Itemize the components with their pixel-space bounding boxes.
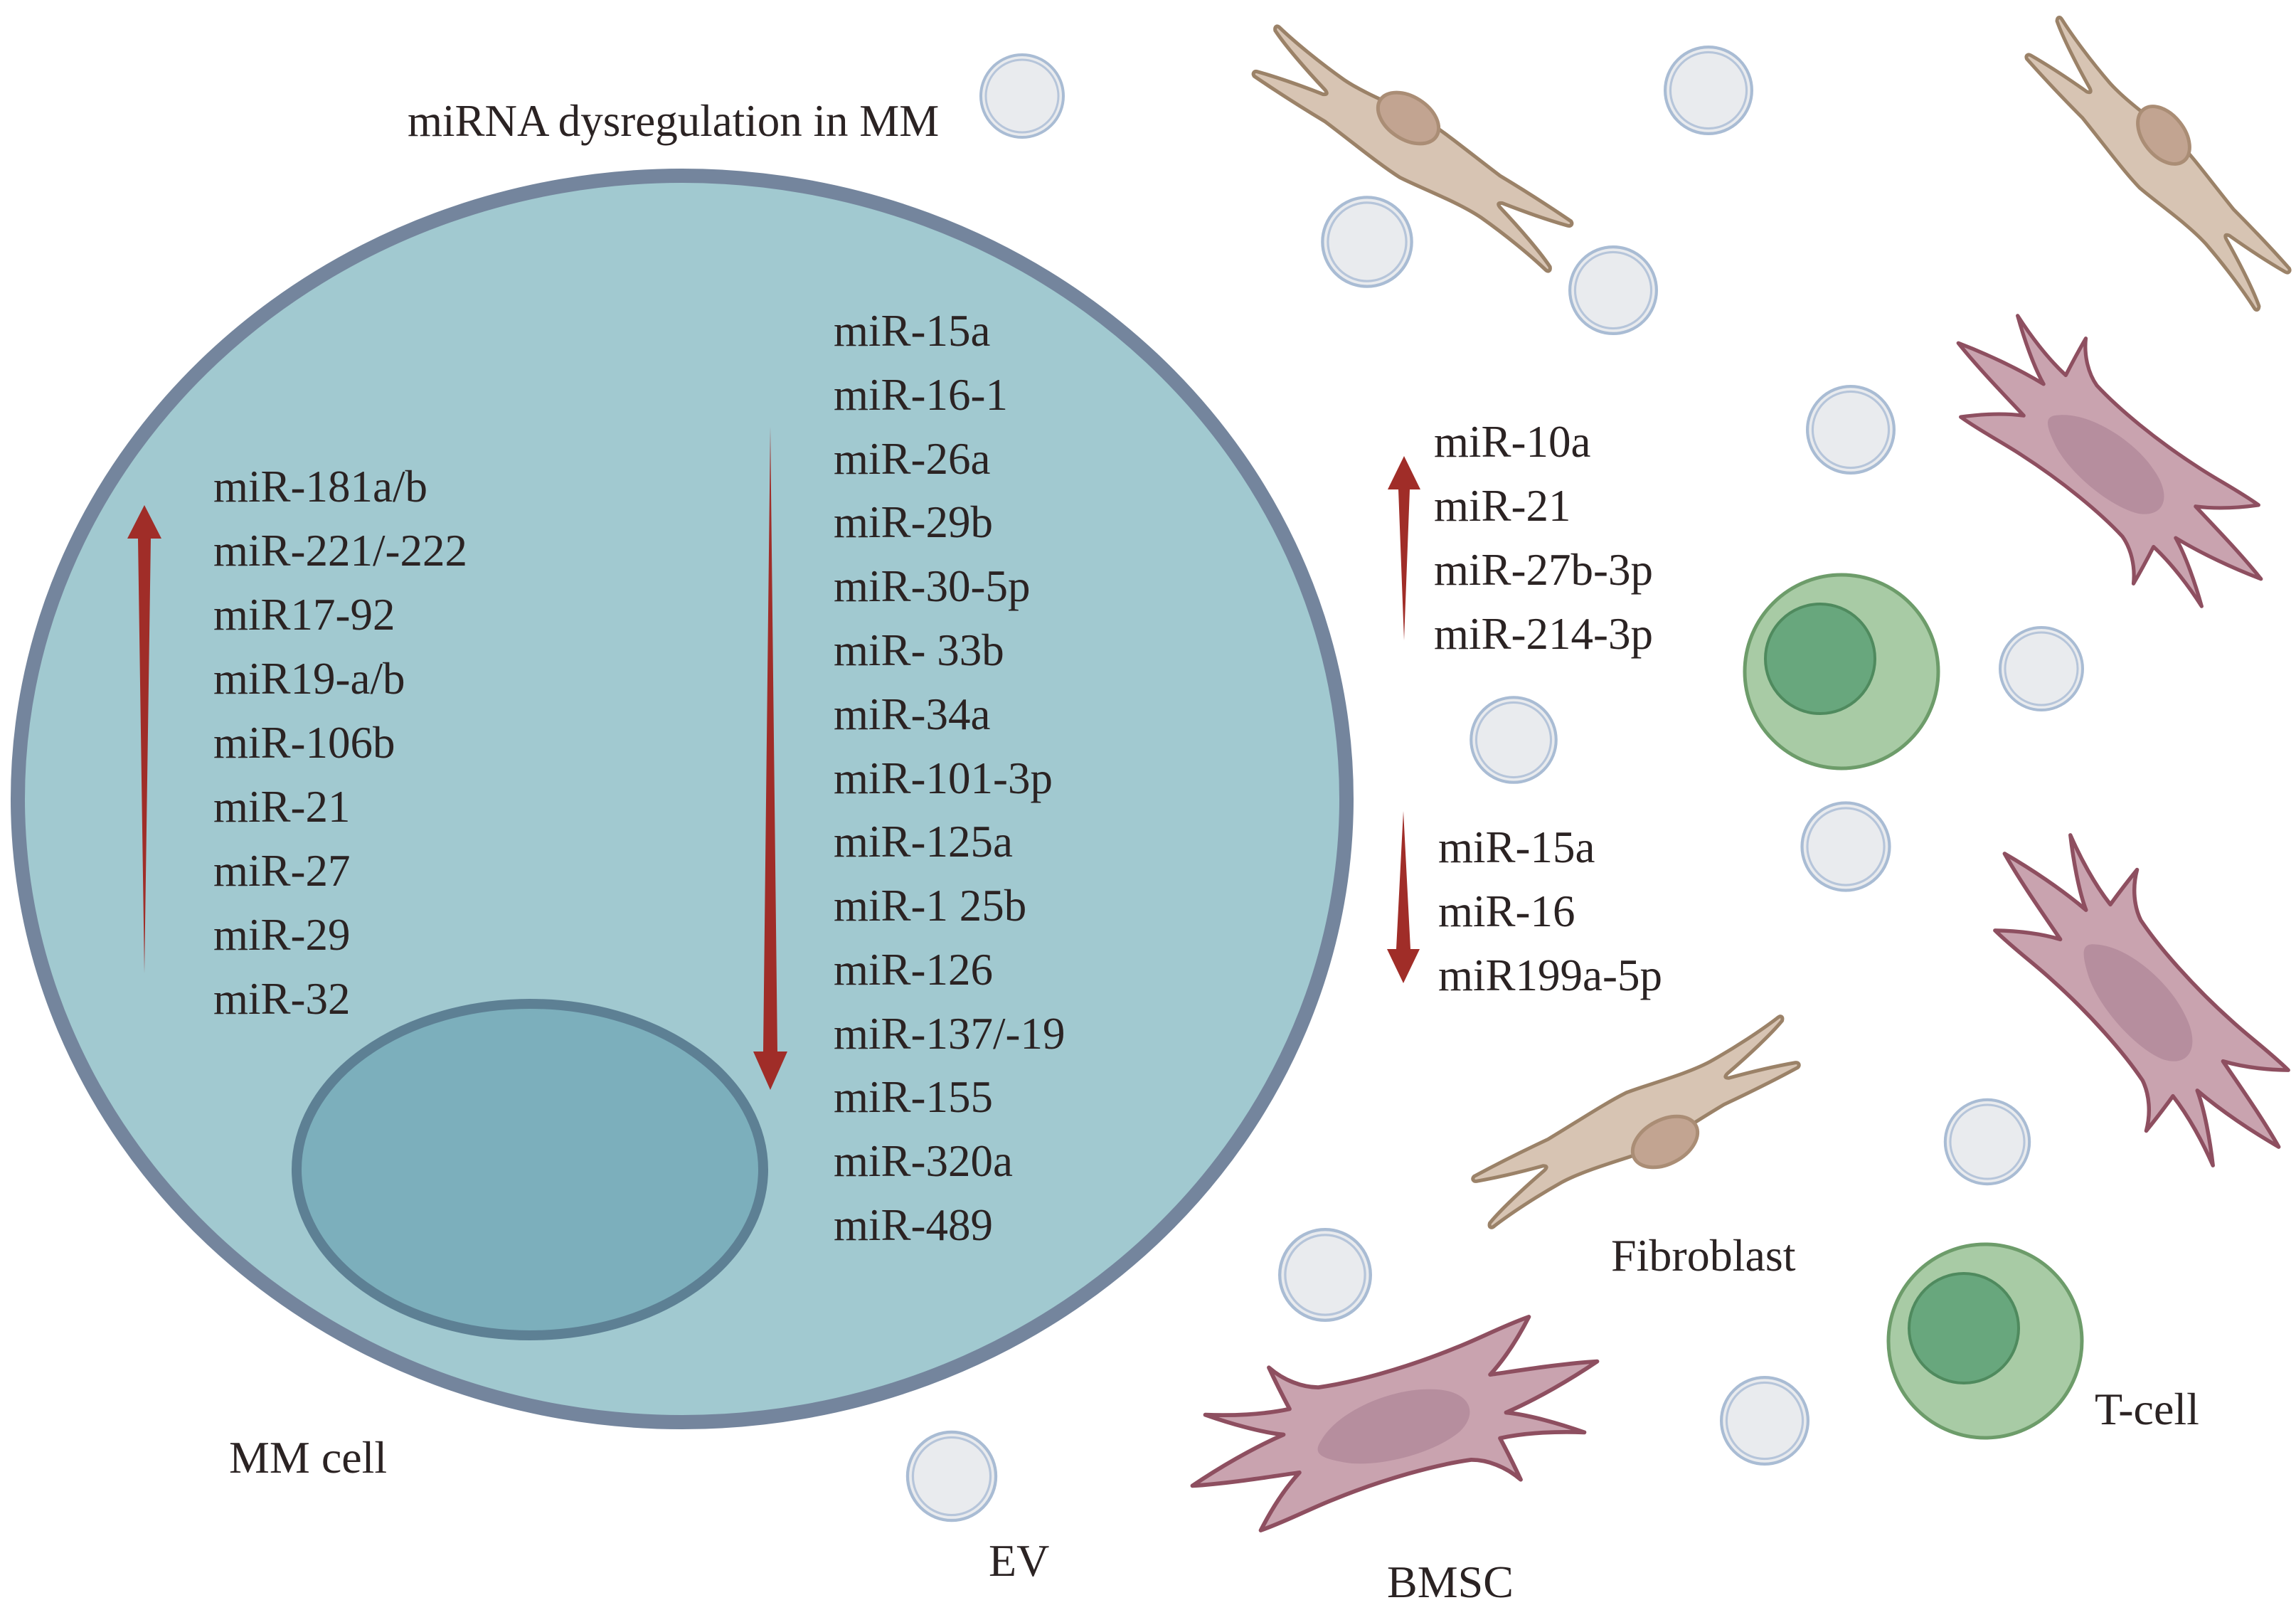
svg-text:miR-15a: miR-15a bbox=[834, 306, 991, 356]
svg-text:miR-101-3p: miR-101-3p bbox=[834, 753, 1053, 803]
svg-text:T-cell: T-cell bbox=[2095, 1384, 2199, 1434]
svg-text:miR-26a: miR-26a bbox=[834, 434, 991, 484]
svg-text:miR-34a: miR-34a bbox=[834, 689, 991, 739]
svg-text:miR-221/-222: miR-221/-222 bbox=[213, 526, 467, 576]
svg-text:miR-27: miR-27 bbox=[213, 846, 351, 896]
svg-text:miR- 33b: miR- 33b bbox=[834, 625, 1004, 675]
svg-text:EV: EV bbox=[989, 1535, 1049, 1586]
svg-text:BMSC: BMSC bbox=[1387, 1557, 1514, 1605]
svg-text:miR-32: miR-32 bbox=[213, 974, 351, 1024]
svg-text:miR-30-5p: miR-30-5p bbox=[834, 561, 1031, 611]
svg-text:miR-27b-3p: miR-27b-3p bbox=[1434, 545, 1653, 595]
svg-text:miR-320a: miR-320a bbox=[834, 1136, 1013, 1186]
svg-text:miR-16: miR-16 bbox=[1438, 886, 1575, 936]
svg-text:miR-10a: miR-10a bbox=[1434, 417, 1591, 467]
svg-text:miR-29b: miR-29b bbox=[834, 497, 993, 547]
svg-text:MM cell: MM cell bbox=[229, 1432, 387, 1483]
svg-text:miR-125a: miR-125a bbox=[834, 817, 1013, 867]
svg-text:miR-155: miR-155 bbox=[834, 1072, 993, 1122]
svg-text:Fibroblast: Fibroblast bbox=[1611, 1230, 1796, 1281]
svg-text:miRNA dysregulation in MM: miRNA dysregulation in MM bbox=[408, 96, 939, 146]
svg-text:miR-21: miR-21 bbox=[1434, 481, 1571, 531]
svg-text:miR-15a: miR-15a bbox=[1438, 822, 1595, 872]
svg-text:miR-106b: miR-106b bbox=[213, 718, 395, 768]
svg-text:miR-1 25b: miR-1 25b bbox=[834, 881, 1026, 931]
svg-text:miR-489: miR-489 bbox=[834, 1200, 993, 1250]
svg-text:miR-126: miR-126 bbox=[834, 945, 993, 995]
svg-text:miR19-a/b: miR19-a/b bbox=[213, 654, 405, 704]
svg-text:miR-137/-19: miR-137/-19 bbox=[834, 1009, 1065, 1059]
svg-text:miR-21: miR-21 bbox=[213, 782, 351, 832]
svg-text:miR199a-5p: miR199a-5p bbox=[1438, 950, 1662, 1000]
svg-text:miR-214-3p: miR-214-3p bbox=[1434, 609, 1653, 659]
svg-text:miR17-92: miR17-92 bbox=[213, 590, 395, 640]
svg-text:miR-16-1: miR-16-1 bbox=[834, 370, 1008, 420]
svg-text:miR-29: miR-29 bbox=[213, 910, 351, 960]
svg-text:miR-181a/b: miR-181a/b bbox=[213, 462, 427, 512]
